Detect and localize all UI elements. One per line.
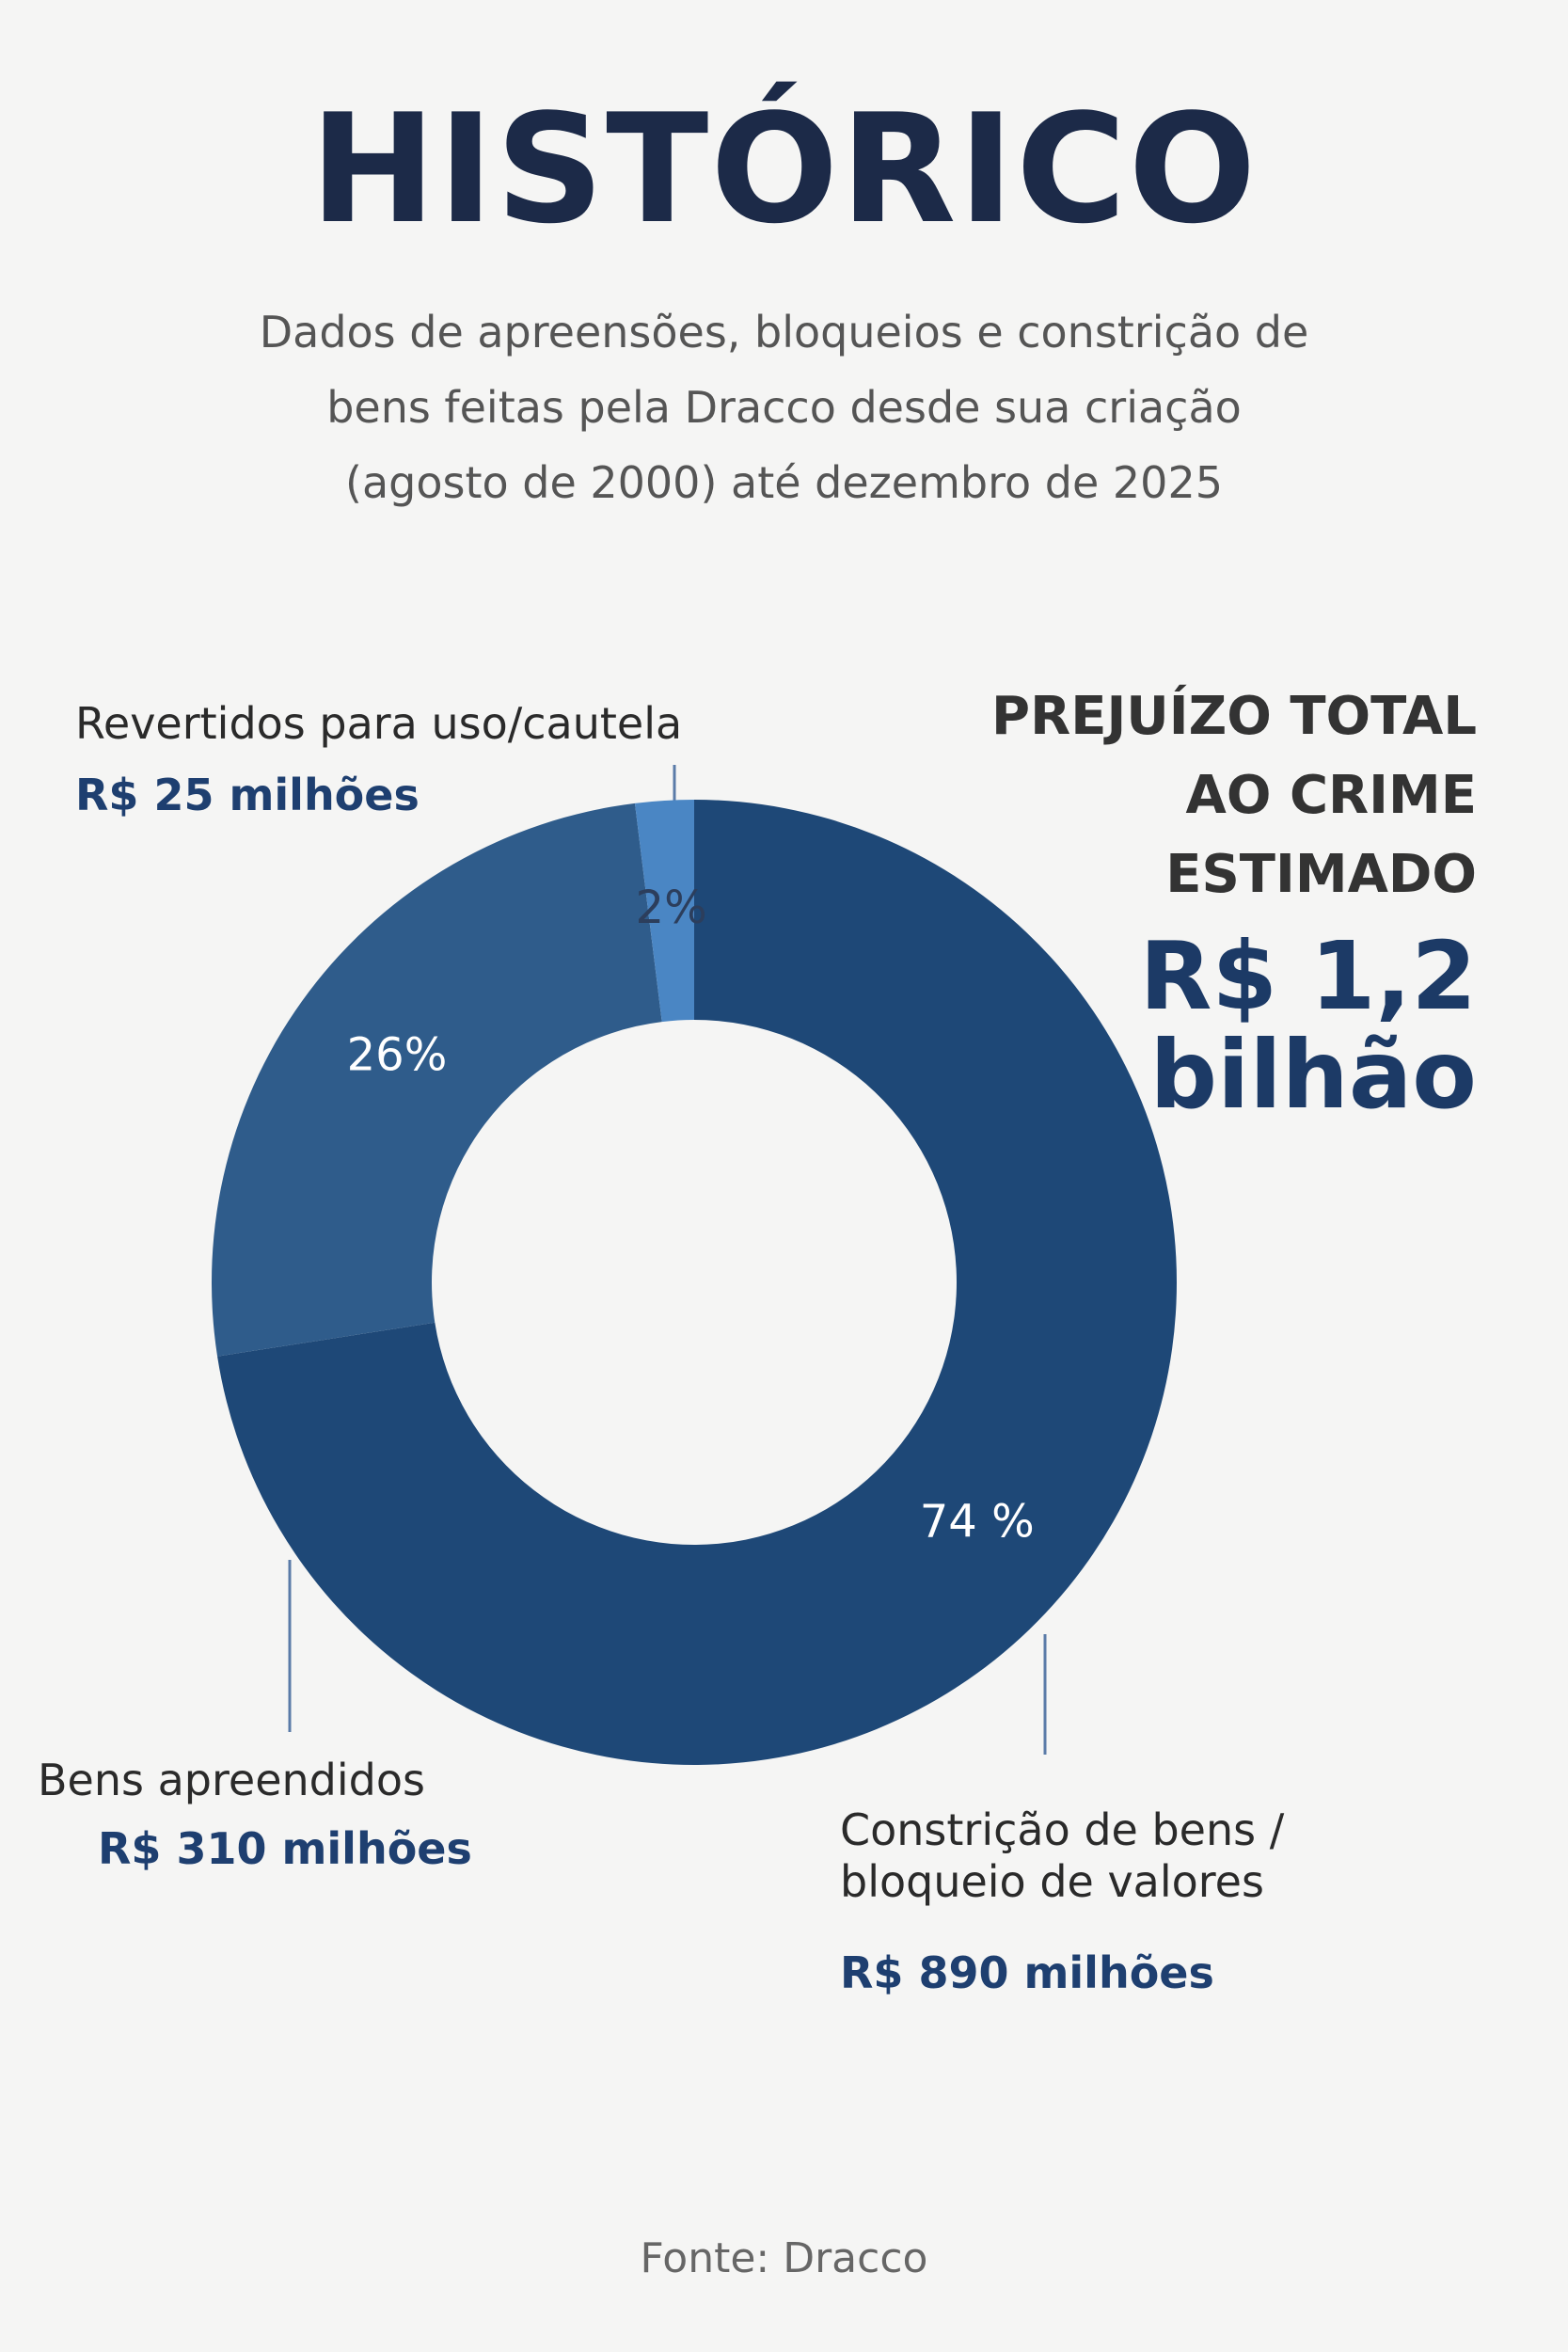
value-label: 26% [347,1028,448,1081]
donut-segment [211,803,662,1357]
annotation-value: R$ 1,2 bilhão [1139,921,1477,1130]
value-label: 74 % [920,1496,1035,1549]
amount-label: R$ 25 milhões [75,770,420,820]
value-label: 2% [636,882,707,934]
source: Fonte: Dracco [640,2234,928,2282]
category-label: Constrição de bens / bloqueio de valores [840,1804,1285,1908]
subtitle: (agosto de 2000) até dezembro de 2025 [345,457,1223,508]
annotation-label: PREJUÍZO TOTAL AO CRIME ESTIMADO [991,686,1477,905]
amount-label: R$ 310 milhões [98,1823,472,1874]
donut-segment [634,800,694,1023]
subtitle: bens feitas pela Dracco desde sua criaçã… [326,382,1242,433]
category-label: Revertidos para uso/cautela [75,698,683,749]
category-label: Bens apreendidos [38,1755,425,1805]
amount-label: R$ 890 milhões [840,1947,1214,1998]
donut-segment [217,800,1177,1765]
subtitle: Dados de apreensões, bloqueios e constri… [259,307,1309,358]
chart-title: HISTÓRICO [309,81,1259,257]
